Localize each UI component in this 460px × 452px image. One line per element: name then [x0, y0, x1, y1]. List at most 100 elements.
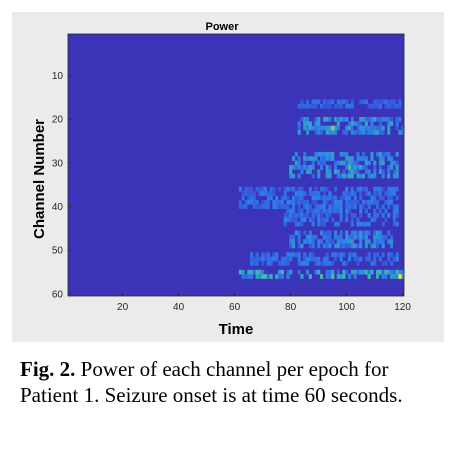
heatmap-cell	[359, 234, 363, 240]
heatmap-cell	[300, 221, 304, 227]
heatmap-cell	[342, 130, 346, 135]
heatmap-cell	[252, 195, 256, 201]
heatmap-cell	[334, 103, 338, 109]
heatmap-cell	[353, 213, 357, 218]
heatmap-cell	[367, 116, 371, 122]
heatmap-cell	[300, 195, 304, 201]
heatmap-cell	[328, 204, 332, 209]
heatmap-cell	[300, 116, 304, 122]
heatmap-cell	[387, 116, 391, 122]
heatmap-cell	[308, 103, 312, 109]
heatmap-cell	[331, 151, 335, 157]
heatmap-cell	[390, 269, 394, 275]
heatmap-cell	[362, 173, 366, 179]
heatmap-cell	[278, 186, 282, 192]
heatmap-cell	[303, 204, 307, 209]
heatmap-cell	[336, 252, 340, 257]
heatmap-cell	[373, 186, 377, 192]
heatmap-cell	[322, 99, 326, 105]
heatmap-cell	[275, 252, 279, 257]
heatmap-cell	[364, 230, 368, 236]
heatmap-cell	[320, 151, 324, 157]
heatmap-cell	[373, 116, 377, 122]
heatmap-cell	[336, 173, 340, 179]
heatmap-cell	[370, 217, 374, 223]
heatmap-cell	[339, 199, 343, 205]
heatmap-cell	[390, 261, 394, 266]
heatmap-cell	[325, 208, 329, 214]
heatmap-cell	[317, 261, 321, 266]
heatmap-cell	[387, 191, 391, 196]
heatmap-cell	[328, 274, 332, 279]
heatmap-cell	[339, 243, 343, 249]
heatmap-cell	[297, 230, 301, 236]
heatmap-cell	[395, 151, 399, 157]
heatmap-cell	[381, 213, 385, 218]
heatmap-cell	[250, 195, 254, 201]
heatmap-cell	[336, 99, 340, 105]
heatmap-cell	[325, 261, 329, 266]
heatmap-cell	[317, 239, 321, 244]
heatmap-cell	[367, 213, 371, 218]
heatmap-cell	[334, 204, 338, 209]
heatmap-cell	[297, 195, 301, 201]
heatmap-cell	[401, 125, 405, 131]
heatmap-cell	[308, 256, 312, 262]
heatmap-cell	[348, 160, 352, 166]
heatmap-cell	[261, 274, 265, 279]
heatmap-cell	[384, 151, 388, 157]
heatmap-cell	[339, 274, 343, 279]
heatmap-cell	[392, 99, 396, 105]
heatmap-cell	[395, 125, 399, 131]
heatmap-cell	[308, 239, 312, 244]
heatmap-cell	[339, 234, 343, 240]
heatmap-cell	[395, 173, 399, 179]
heatmap-cell	[376, 239, 380, 244]
heatmap-cell	[314, 261, 318, 266]
heatmap-cell	[381, 239, 385, 244]
heatmap-cell	[350, 221, 354, 227]
heatmap-cell	[359, 121, 363, 126]
heatmap-cell	[373, 256, 377, 262]
heatmap-cell	[261, 252, 265, 257]
heatmap-cell	[401, 269, 405, 275]
heatmap-cell	[328, 239, 332, 244]
heatmap-cell	[311, 199, 315, 205]
heatmap-cell	[325, 186, 329, 192]
heatmap-cell	[306, 121, 310, 126]
heatmap-cell	[350, 239, 354, 244]
heatmap-cell	[278, 204, 282, 209]
heatmap-cell	[331, 217, 335, 223]
heatmap-cell	[359, 256, 363, 262]
heatmap-cell	[322, 234, 326, 240]
heatmap-cell	[356, 186, 360, 192]
heatmap-cell	[353, 160, 357, 166]
heatmap-cell	[297, 269, 301, 275]
heatmap-cell	[286, 199, 290, 205]
heatmap-cell	[303, 151, 307, 157]
heatmap-cell	[272, 256, 276, 262]
heatmap-cell	[308, 186, 312, 192]
heatmap-cell	[395, 160, 399, 166]
heatmap-cell	[378, 195, 382, 201]
heatmap-cell	[314, 199, 318, 205]
heatmap-cell	[345, 186, 349, 192]
heatmap-cell	[378, 165, 382, 170]
heatmap-cell	[311, 256, 315, 262]
heatmap-cell	[362, 230, 366, 236]
heatmap-cell	[308, 217, 312, 223]
heatmap-cell	[373, 252, 377, 257]
heatmap-cell	[387, 199, 391, 205]
heatmap-cell	[353, 274, 357, 279]
heatmap-cell	[322, 116, 326, 122]
heatmap-cell	[359, 204, 363, 209]
heatmap-cell	[258, 274, 262, 279]
heatmap-cell	[247, 274, 251, 279]
heatmap-cell	[364, 191, 368, 196]
heatmap-cell	[308, 169, 312, 175]
heatmap-cell	[345, 165, 349, 170]
heatmap-cell	[280, 256, 284, 262]
heatmap-cell	[384, 234, 388, 240]
heatmap-cell	[390, 243, 394, 249]
heatmap-cell	[381, 151, 385, 157]
